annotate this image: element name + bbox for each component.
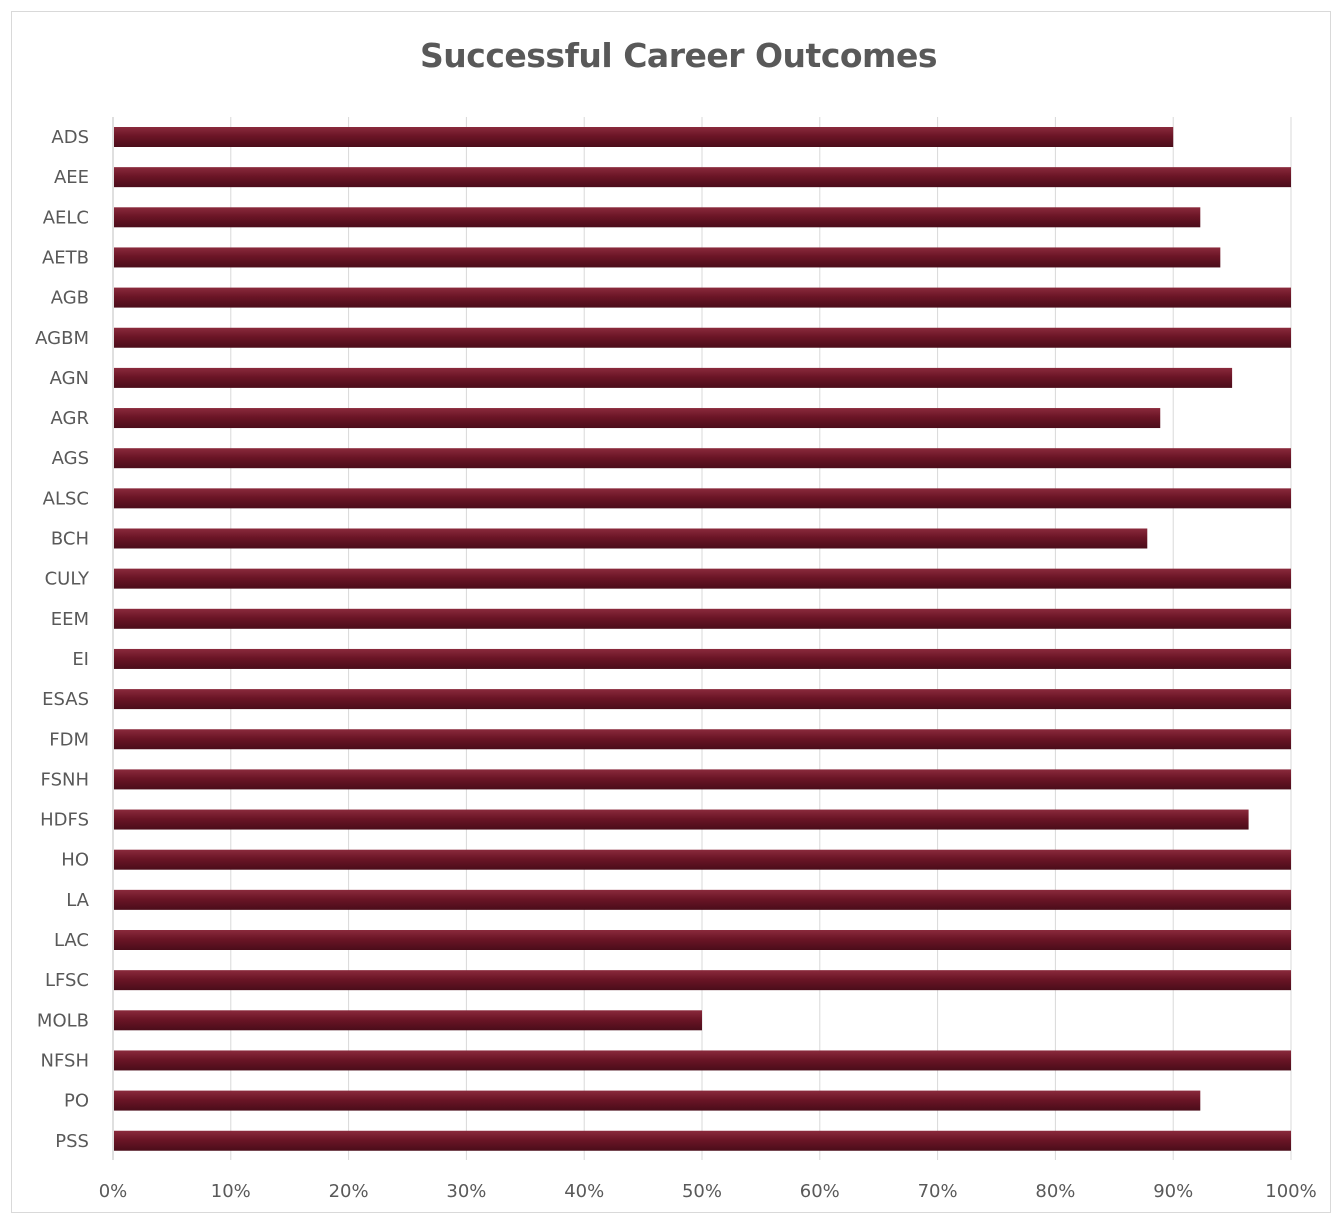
- y-tick-label: ESAS: [42, 689, 89, 710]
- y-tick-label: AETB: [42, 247, 89, 268]
- gridlines: [112, 117, 1292, 1160]
- y-tick-label: EEM: [51, 609, 89, 630]
- y-tick-label: LAC: [54, 930, 89, 951]
- x-tick-label: 10%: [211, 1181, 251, 1202]
- y-tick-label: PSS: [55, 1131, 89, 1152]
- y-tick-label: CULY: [45, 569, 90, 590]
- bar-culy: [114, 568, 1291, 589]
- y-tick-label: AGB: [51, 288, 89, 309]
- bar-fdm: [114, 729, 1291, 750]
- bar-agbm: [114, 327, 1291, 348]
- bar-aee: [114, 167, 1291, 188]
- x-tick-label: 30%: [446, 1181, 486, 1202]
- y-tick-label: ALSC: [43, 488, 89, 509]
- y-axis-labels: ADS AEE AELC AETB AGB AGBM AGN AGR AGS ALSC BCH CUL…: [35, 127, 90, 1152]
- y-tick-label: ADS: [51, 127, 89, 148]
- bar-ags: [114, 448, 1291, 469]
- bar-agr: [114, 408, 1161, 429]
- bar-lac: [114, 930, 1291, 950]
- bar-ei: [114, 648, 1291, 669]
- y-tick-label: AEE: [54, 167, 89, 188]
- y-tick-label: LA: [66, 890, 89, 911]
- y-tick-label: AGBM: [35, 328, 89, 349]
- bar-molb: [114, 1010, 702, 1031]
- y-tick-label: NFSH: [41, 1050, 89, 1071]
- bar-hdfs: [114, 809, 1249, 830]
- bar-po: [114, 1090, 1201, 1111]
- bar-alsc: [114, 488, 1291, 509]
- chart-title: Successful Career Outcomes: [420, 36, 937, 75]
- x-tick-label: 20%: [329, 1181, 369, 1202]
- bar-ads: [114, 127, 1174, 147]
- bars: [114, 127, 1291, 1151]
- y-tick-label: HO: [61, 850, 89, 871]
- bar-aetb: [114, 247, 1221, 268]
- bar-nfsh: [114, 1050, 1291, 1071]
- y-tick-label: PO: [64, 1091, 89, 1112]
- x-tick-label: 0%: [99, 1181, 128, 1202]
- bar-bch: [114, 528, 1148, 549]
- bar-agb: [114, 287, 1291, 308]
- y-tick-label: HDFS: [40, 810, 89, 831]
- y-tick-label: FSNH: [41, 769, 89, 790]
- y-tick-label: AELC: [43, 207, 89, 228]
- bar-agn: [114, 367, 1233, 388]
- bar-esas: [114, 689, 1291, 710]
- y-tick-label: BCH: [51, 529, 89, 550]
- x-tick-label: 40%: [564, 1181, 604, 1202]
- y-tick-label: LFSC: [45, 970, 89, 991]
- y-tick-label: MOLB: [37, 1010, 89, 1031]
- y-tick-label: AGR: [51, 408, 89, 429]
- x-tick-label: 70%: [918, 1181, 958, 1202]
- y-tick-label: FDM: [49, 729, 89, 750]
- bar-aelc: [114, 207, 1201, 228]
- bar-eem: [114, 608, 1291, 629]
- bar-ho: [114, 849, 1291, 870]
- x-tick-label: 60%: [800, 1181, 840, 1202]
- x-axis-labels: 0% 10% 20% 30% 40% 50% 60% 70% 80% 90% 100%: [99, 1181, 1317, 1202]
- bar-pss: [114, 1130, 1291, 1151]
- x-tick-label: 80%: [1035, 1181, 1075, 1202]
- bar-la: [114, 889, 1291, 910]
- x-tick-label: 100%: [1265, 1181, 1316, 1202]
- x-tick-label: 50%: [682, 1181, 722, 1202]
- bar-lfsc: [114, 970, 1291, 991]
- y-tick-label: EI: [72, 649, 89, 670]
- y-tick-label: AGN: [50, 368, 89, 389]
- y-tick-label: AGS: [52, 448, 89, 469]
- bar-fsnh: [114, 769, 1291, 790]
- x-tick-label: 90%: [1153, 1181, 1193, 1202]
